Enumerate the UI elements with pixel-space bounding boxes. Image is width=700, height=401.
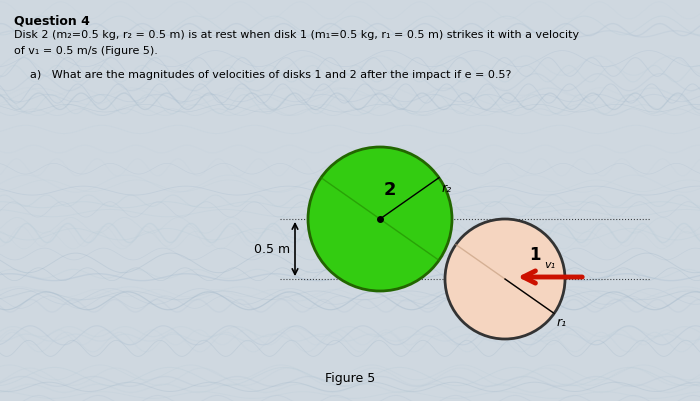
- Text: of v₁ = 0.5 m/s (Figure 5).: of v₁ = 0.5 m/s (Figure 5).: [14, 46, 158, 56]
- Circle shape: [445, 219, 565, 339]
- Text: a)   What are the magnitudes of velocities of disks 1 and 2 after the impact if : a) What are the magnitudes of velocities…: [30, 70, 512, 80]
- Circle shape: [308, 148, 452, 291]
- Text: Question 4: Question 4: [14, 14, 90, 27]
- Text: 2: 2: [384, 180, 396, 198]
- Text: v₁: v₁: [545, 259, 556, 269]
- Text: Figure 5: Figure 5: [325, 371, 375, 384]
- Text: r₁: r₁: [556, 316, 566, 328]
- Text: r₂: r₂: [442, 181, 452, 194]
- Text: 1: 1: [529, 245, 540, 263]
- Text: 0.5 m: 0.5 m: [254, 243, 290, 256]
- Text: Disk 2 (m₂=0.5 kg, r₂ = 0.5 m) is at rest when disk 1 (m₁=0.5 kg, r₁ = 0.5 m) st: Disk 2 (m₂=0.5 kg, r₂ = 0.5 m) is at res…: [14, 30, 579, 40]
